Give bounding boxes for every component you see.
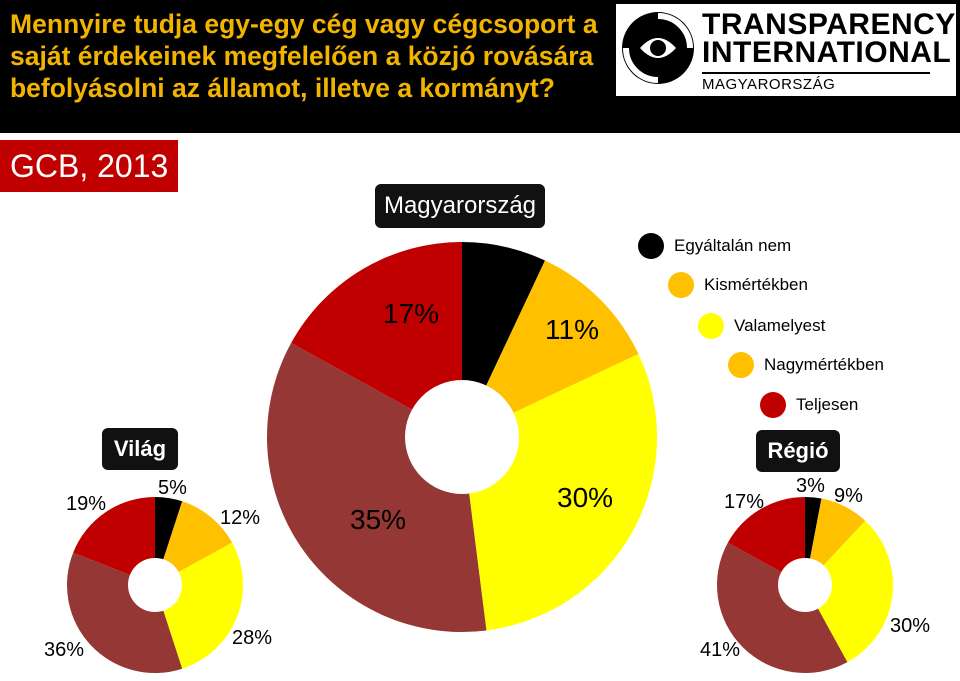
transparency-international-logo: TRANSPARENCY INTERNATIONAL MAGYARORSZÁG xyxy=(616,4,956,96)
slice-hu-teljesen xyxy=(291,242,462,437)
legend-label: Valamelyest xyxy=(734,316,826,335)
logo-line-2: INTERNATIONAL xyxy=(702,36,952,69)
logo-line-3: MAGYARORSZÁG xyxy=(702,76,836,93)
legend-swatch-icon xyxy=(698,313,724,339)
logo-divider xyxy=(702,72,930,74)
donut-vilag xyxy=(66,497,244,673)
donut-hole-hu xyxy=(405,380,519,494)
legend-label: Nagymértékben xyxy=(764,355,885,374)
slice-hu-nagymertekben xyxy=(267,343,487,632)
slice-region-teljesen xyxy=(727,497,805,585)
slice-region-nagymertekben xyxy=(717,542,848,674)
slice-hu-kismertekben xyxy=(462,260,639,437)
label-hu-nagymertekben: 35% xyxy=(350,504,407,535)
slice-world-kismertekben xyxy=(155,501,233,585)
legend-label: Teljesen xyxy=(796,395,859,414)
label-world-teljesen: 19% xyxy=(66,493,107,515)
label-world-valamelyest: 28% xyxy=(232,627,273,649)
label-hu-valamelyest: 30% xyxy=(557,482,614,513)
donut-hole-world xyxy=(128,558,182,612)
label-world-kismertekben: 12% xyxy=(220,507,261,529)
slice-world-teljesen xyxy=(73,497,155,585)
label-world-nagymertekben: 36% xyxy=(44,639,85,661)
legend-swatch-icon xyxy=(638,233,664,259)
legend-swatch-icon xyxy=(668,272,694,298)
label-world-egyaltalan-nem: 5% xyxy=(158,477,187,499)
survey-badge: GCB, 2013 xyxy=(0,140,178,192)
chart-title-vilag: Világ xyxy=(102,428,178,470)
header-bar: Mennyire tudja egy-egy cég vagy cégcsopo… xyxy=(0,0,960,133)
label-hu-kismertekben: 11% xyxy=(545,314,599,345)
label-hu-teljesen: 17% xyxy=(383,298,440,329)
donut-regio xyxy=(717,497,894,674)
label-region-kismertekben: 9% xyxy=(834,485,863,507)
label-region-egyaltalan-nem: 3% xyxy=(796,475,825,497)
legend-swatch-icon xyxy=(728,352,754,378)
page-title: Mennyire tudja egy-egy cég vagy cégcsopo… xyxy=(10,9,598,103)
label-region-nagymertekben: 41% xyxy=(700,639,741,661)
ti-emblem-icon xyxy=(622,12,694,84)
donut-magyarorszag xyxy=(267,242,657,632)
chart-title-magyarorszag: Magyarország xyxy=(375,184,545,228)
label-region-valamelyest: 30% xyxy=(890,615,931,637)
legend-label: Egyáltalán nem xyxy=(674,236,792,255)
donut-hole-region xyxy=(778,558,832,612)
label-hu-egyaltalan-nem: 7% xyxy=(482,268,523,299)
logo-line-1: TRANSPARENCY xyxy=(702,8,956,41)
slice-world-nagymertekben xyxy=(66,552,183,673)
chart-title-regio: Régió xyxy=(756,430,840,472)
legend-label: Kismértékben xyxy=(704,275,808,294)
legend-swatch-icon xyxy=(760,392,786,418)
slice-region-valamelyest xyxy=(805,520,894,663)
label-region-teljesen: 17% xyxy=(724,491,765,513)
